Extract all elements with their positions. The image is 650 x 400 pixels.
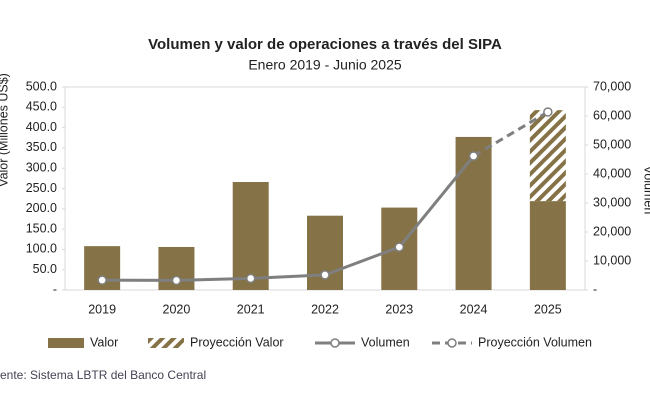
legend-marker — [447, 338, 457, 348]
y-tick-label: 200.0 — [26, 201, 57, 215]
y-tick-label: 450.0 — [26, 100, 57, 114]
source: Fuente: Sistema LBTR del Banco Central — [0, 368, 206, 382]
legend-swatch — [48, 338, 84, 348]
y2-tick-label: 50,000 — [593, 137, 631, 151]
y2-tick-label: 70,000 — [593, 79, 631, 93]
legend-label: Proyección Volumen — [478, 335, 592, 349]
x-tick-label: 2023 — [385, 302, 413, 316]
legend-label: Volumen — [361, 335, 410, 349]
y-tick-label: 400.0 — [26, 120, 57, 134]
line — [102, 155, 475, 282]
y2-tick-label: 30,000 — [593, 195, 631, 209]
y-tick-label: 150.0 — [26, 221, 57, 235]
y-axis-label: Valor (Millones US$) — [0, 73, 10, 187]
bar — [455, 136, 492, 290]
y-tick-label: 350.0 — [26, 140, 57, 154]
bar — [232, 182, 269, 290]
chart-subtitle: Enero 2019 - Junio 2025 — [248, 57, 402, 73]
y2-tick-label: 40,000 — [593, 166, 631, 180]
legend-label: Valor — [90, 335, 118, 349]
x-tick-label: 2025 — [534, 302, 562, 316]
chart-title: Volumen y valor de operaciones a través … — [148, 36, 502, 53]
y-tick-label: 300.0 — [26, 160, 57, 174]
x-tick-label: 2024 — [460, 302, 488, 316]
x-tick-label: 2022 — [311, 302, 339, 316]
y-tick-label: 500.0 — [26, 79, 57, 93]
y2-axis-label: Volumen — [642, 166, 650, 215]
bar — [529, 110, 566, 202]
y-tick-label: 250.0 — [26, 181, 57, 195]
legend-label: Proyección Valor — [190, 335, 284, 349]
x-tick-label: 2020 — [163, 302, 191, 316]
y2-tick-label: - — [593, 282, 597, 296]
marker — [320, 270, 330, 280]
y-tick-label: 100.0 — [26, 242, 57, 256]
y2-tick-label: 60,000 — [593, 108, 631, 122]
legend-marker — [330, 338, 340, 348]
marker — [97, 275, 107, 285]
y-tick-label: 50.0 — [33, 262, 57, 276]
y2-tick-label: 10,000 — [593, 253, 631, 267]
bar — [529, 201, 566, 290]
legend-swatch — [148, 338, 184, 348]
line — [472, 110, 549, 158]
y2-tick-label: 20,000 — [593, 224, 631, 238]
y-tick-label: - — [53, 282, 57, 296]
marker — [394, 242, 405, 252]
x-tick-label: 2021 — [237, 302, 265, 316]
marker — [171, 275, 182, 286]
marker — [245, 273, 256, 284]
x-tick-label: 2019 — [88, 302, 116, 316]
marker — [543, 107, 553, 117]
marker — [468, 151, 479, 161]
